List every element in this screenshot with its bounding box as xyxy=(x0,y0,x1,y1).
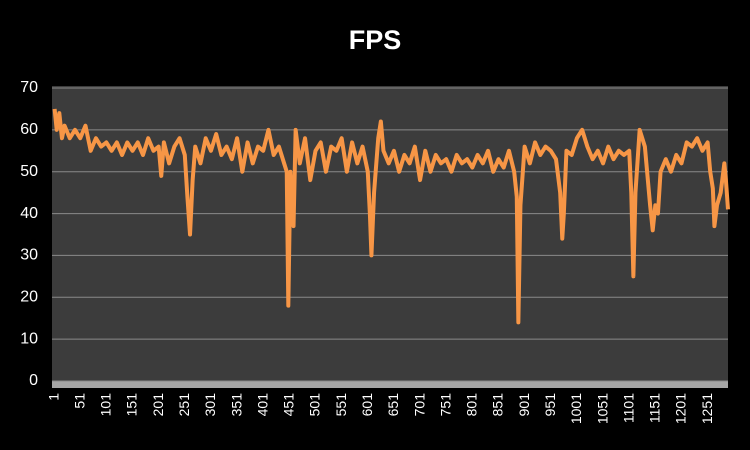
y-tick-label: 10 xyxy=(20,330,38,347)
x-tick-label: 1201 xyxy=(673,393,689,424)
x-tick-label: 351 xyxy=(228,393,244,417)
x-tick-label: 951 xyxy=(542,393,558,417)
floor xyxy=(52,381,728,388)
x-tick-label: 251 xyxy=(176,393,192,417)
y-tick-label: 0 xyxy=(29,372,38,389)
chart-title: FPS xyxy=(349,25,402,55)
x-tick-label: 301 xyxy=(202,393,218,417)
x-tick-label: 101 xyxy=(98,393,114,417)
x-tick-label: 751 xyxy=(437,393,453,417)
x-tick-label: 801 xyxy=(464,393,480,417)
x-tick-label: 401 xyxy=(254,393,270,417)
x-tick-label: 151 xyxy=(124,393,140,417)
x-tick-label: 1251 xyxy=(699,393,715,424)
x-tick-label: 1001 xyxy=(568,393,584,424)
plot-area xyxy=(52,86,728,381)
y-tick-label: 40 xyxy=(20,205,38,222)
x-tick-label: 451 xyxy=(281,393,297,417)
x-tick-label: 701 xyxy=(411,393,427,417)
x-tick-label: 851 xyxy=(490,393,506,417)
y-tick-label: 70 xyxy=(20,79,38,96)
x-tick-label: 651 xyxy=(385,393,401,417)
y-tick-label: 30 xyxy=(20,247,38,264)
y-tick-label: 50 xyxy=(20,163,38,180)
data-line xyxy=(52,108,730,325)
x-tick-label: 1151 xyxy=(647,393,663,423)
y-tick-label: 20 xyxy=(20,289,38,306)
x-tick-label: 901 xyxy=(516,393,532,417)
y-tick-label: 60 xyxy=(20,121,38,138)
x-tick-label: 201 xyxy=(150,393,166,417)
x-tick-label: 1101 xyxy=(620,393,636,423)
x-tick-label: 601 xyxy=(359,393,375,417)
x-tick-label: 51 xyxy=(71,393,87,409)
x-tick-label: 501 xyxy=(307,393,323,417)
x-tick-label: 551 xyxy=(333,393,349,417)
x-tick-label: 1 xyxy=(45,393,61,401)
x-tick-label: 1051 xyxy=(594,393,610,424)
